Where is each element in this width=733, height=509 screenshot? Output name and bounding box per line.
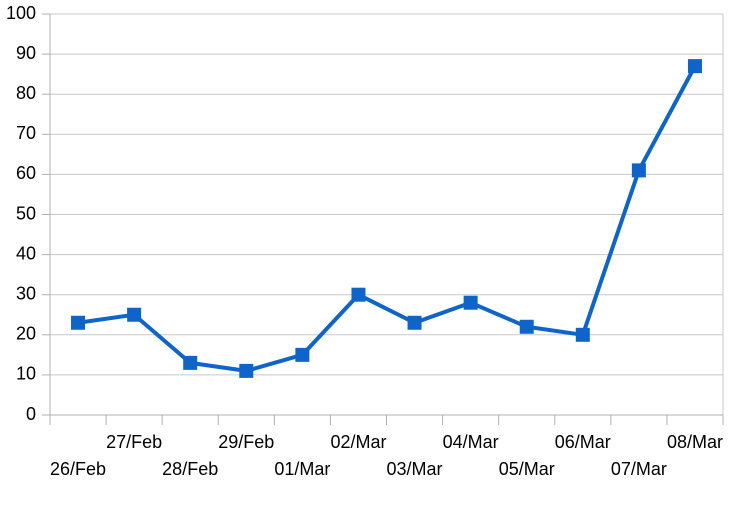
y-tick-label: 70 — [16, 123, 36, 143]
y-tick-label: 100 — [6, 3, 36, 23]
y-tick-label: 30 — [16, 283, 36, 303]
marker — [295, 347, 310, 362]
marker — [631, 163, 646, 178]
marker — [687, 59, 702, 74]
marker — [519, 319, 534, 334]
x-tick-label: 02/Mar — [330, 432, 386, 452]
x-tick-label: 08/Mar — [667, 432, 723, 452]
marker — [575, 327, 590, 342]
y-tick-label: 40 — [16, 243, 36, 263]
y-tick-label: 0 — [26, 404, 36, 424]
marker — [71, 315, 86, 330]
x-tick-label: 26/Feb — [50, 459, 106, 479]
marker — [127, 307, 142, 322]
marker — [407, 315, 422, 330]
y-tick-label: 20 — [16, 324, 36, 344]
y-tick-label: 80 — [16, 83, 36, 103]
marker — [239, 363, 254, 378]
x-tick-label: 01/Mar — [274, 459, 330, 479]
x-tick-label: 04/Mar — [443, 432, 499, 452]
y-tick-label: 60 — [16, 163, 36, 183]
x-tick-label: 07/Mar — [611, 459, 667, 479]
marker — [183, 355, 198, 370]
line — [77, 65, 697, 373]
y-tick-label: 50 — [16, 203, 36, 223]
x-tick-label: 05/Mar — [499, 459, 555, 479]
x-tick-label: 27/Feb — [106, 432, 162, 452]
marker — [463, 295, 478, 310]
marker — [351, 287, 366, 302]
x-tick-label: 29/Feb — [218, 432, 274, 452]
y-tick-label: 90 — [16, 43, 36, 63]
x-tick-label: 03/Mar — [387, 459, 443, 479]
y-tick-label: 10 — [16, 364, 36, 384]
x-tick-label: 06/Mar — [555, 432, 611, 452]
x-tick-label: 28/Feb — [162, 459, 218, 479]
